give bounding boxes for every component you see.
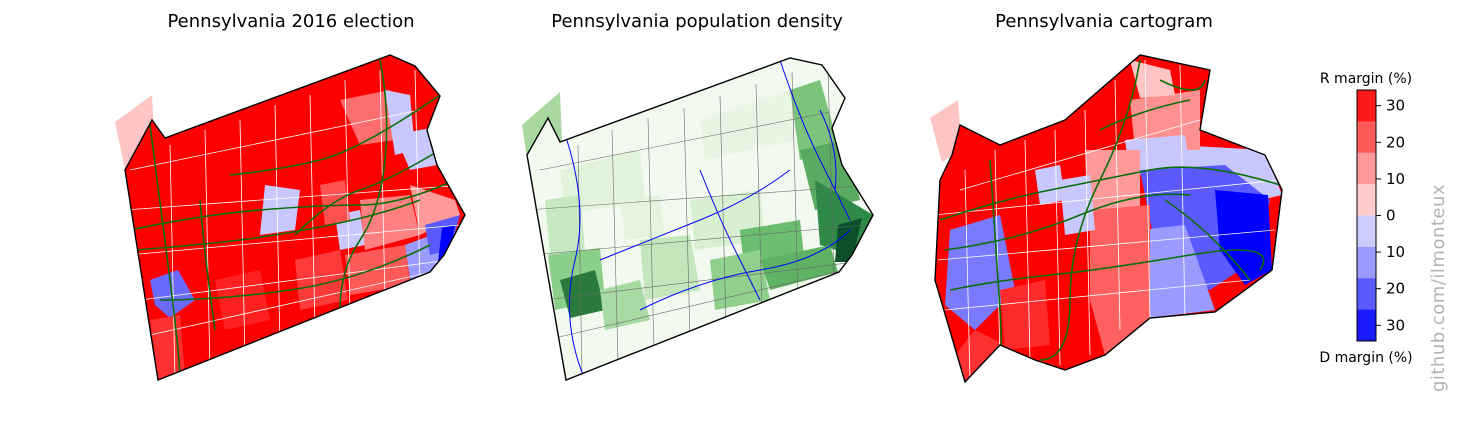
colorbar-bands [1357,90,1376,342]
colorbar-band [1357,121,1376,154]
colorbar-band [1357,152,1376,185]
colorbar-tick-label: 10 [1386,170,1405,188]
colorbar-tick-label: 20 [1386,280,1405,298]
election-state-outline [124,54,466,381]
cartogram-panel: Pennsylvania cartogram [930,11,1283,384]
watermark-text: github.com/ilmonteux [1428,184,1449,392]
colorbar-band [1357,215,1376,248]
colorbar-bottom-label: D margin (%) [1319,350,1412,366]
colorbar: R margin (%) 30 20 10 0 10 20 30 D margin (%) [1319,71,1412,366]
colorbar-tick-label: 0 [1386,207,1396,225]
density-counties [527,58,873,380]
density-state-outline [526,57,874,381]
colorbar-band [1357,246,1376,279]
election-counties [125,55,465,380]
colorbar-tick-label: 30 [1386,97,1405,115]
election-map-title: Pennsylvania 2016 election [167,11,414,32]
election-map-panel: Pennsylvania 2016 election [115,11,466,381]
colorbar-band [1357,278,1376,311]
colorbar-tick-label: 30 [1386,316,1405,334]
colorbar-top-label: R margin (%) [1320,71,1412,87]
density-map-title: Pennsylvania population density [551,11,843,32]
colorbar-band [1357,184,1376,216]
colorbar-tick-label: 10 [1386,243,1405,261]
colorbar-ticks: 30 20 10 0 10 20 30 [1376,97,1405,334]
cartogram-title: Pennsylvania cartogram [995,11,1213,32]
cartogram-counties [935,55,1282,382]
colorbar-tick-label: 20 [1386,133,1405,151]
cartogram-state-outline [934,54,1283,384]
density-map-panel: Pennsylvania population density [522,11,874,381]
colorbar-band [1357,90,1376,122]
colorbar-band [1357,309,1376,342]
